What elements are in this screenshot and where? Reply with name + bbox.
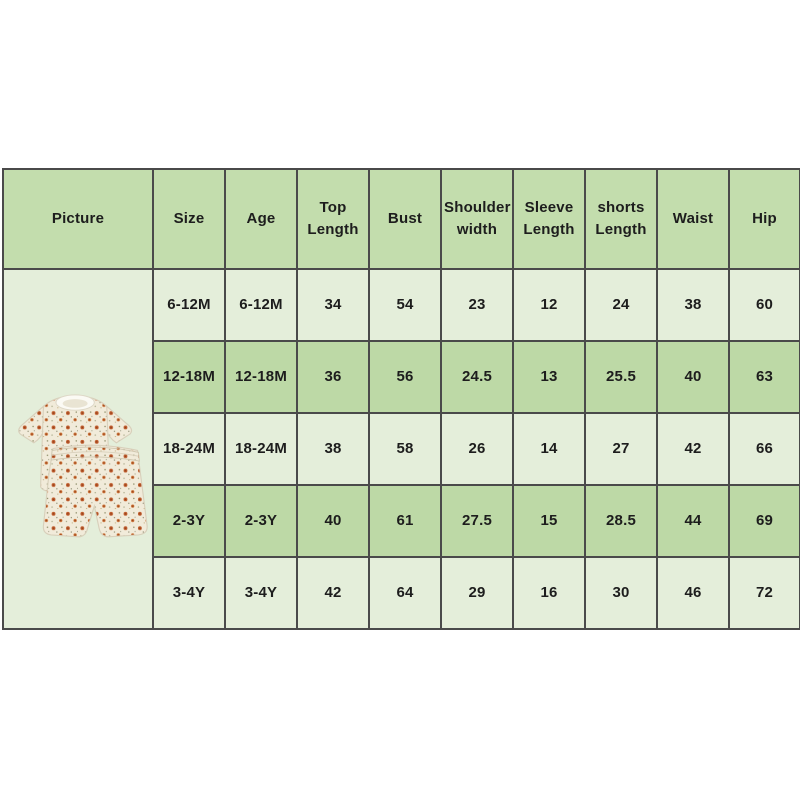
table-row-12-18m: 12-18M 12-18M 36 56 24.5 13 25.5 40 63 bbox=[3, 340, 800, 414]
cell-shorts-length: 27 bbox=[584, 412, 658, 486]
cell-shoulder-width: 23 bbox=[440, 268, 514, 342]
cell-top-length: 36 bbox=[296, 340, 370, 414]
cell-top-length: 38 bbox=[296, 412, 370, 486]
cell-waist: 40 bbox=[656, 340, 730, 414]
cell-shorts-length: 25.5 bbox=[584, 340, 658, 414]
cell-age: 6-12M bbox=[224, 268, 298, 342]
header-hip: Hip bbox=[728, 168, 800, 270]
header-shorts-length: shorts Length bbox=[584, 168, 658, 270]
cell-waist: 46 bbox=[656, 556, 730, 630]
header-top-length: Top Length bbox=[296, 168, 370, 270]
cell-hip: 72 bbox=[728, 556, 800, 630]
header-sleeve-length: Sleeve Length bbox=[512, 168, 586, 270]
cell-top-length: 40 bbox=[296, 484, 370, 558]
cell-sleeve-length: 14 bbox=[512, 412, 586, 486]
cell-hip: 69 bbox=[728, 484, 800, 558]
cell-age: 12-18M bbox=[224, 340, 298, 414]
outfit-illustration bbox=[18, 394, 148, 538]
cell-age: 18-24M bbox=[224, 412, 298, 486]
cell-sleeve-length: 12 bbox=[512, 268, 586, 342]
size-chart-table: Picture Size Age Top Length Bust Shoulde… bbox=[2, 168, 800, 630]
cell-age: 3-4Y bbox=[224, 556, 298, 630]
cell-shorts-length: 28.5 bbox=[584, 484, 658, 558]
cell-shoulder-width: 24.5 bbox=[440, 340, 514, 414]
cell-size: 3-4Y bbox=[152, 556, 226, 630]
cell-shorts-length: 24 bbox=[584, 268, 658, 342]
cell-waist: 38 bbox=[656, 268, 730, 342]
header-bust: Bust bbox=[368, 168, 442, 270]
product-photo bbox=[6, 338, 150, 560]
cell-bust: 58 bbox=[368, 412, 442, 486]
cell-shoulder-width: 26 bbox=[440, 412, 514, 486]
table-row-18-24m: 18-24M 18-24M 38 58 26 14 27 42 66 bbox=[3, 412, 800, 486]
table-row-2-3y: 2-3Y 2-3Y 40 61 27.5 15 28.5 44 69 bbox=[3, 484, 800, 558]
cell-waist: 42 bbox=[656, 412, 730, 486]
cell-bust: 64 bbox=[368, 556, 442, 630]
cell-shorts-length: 30 bbox=[584, 556, 658, 630]
table-row-3-4y: 3-4Y 3-4Y 42 64 29 16 30 46 72 bbox=[3, 556, 800, 630]
cell-sleeve-length: 13 bbox=[512, 340, 586, 414]
product-photo-cell bbox=[2, 268, 154, 630]
cell-bust: 54 bbox=[368, 268, 442, 342]
cell-age: 2-3Y bbox=[224, 484, 298, 558]
cell-bust: 61 bbox=[368, 484, 442, 558]
header-shoulder-width: Shoulder width bbox=[440, 168, 514, 270]
cell-size: 12-18M bbox=[152, 340, 226, 414]
cell-hip: 66 bbox=[728, 412, 800, 486]
cell-size: 6-12M bbox=[152, 268, 226, 342]
cell-sleeve-length: 16 bbox=[512, 556, 586, 630]
shorts-graphic bbox=[42, 444, 148, 538]
header-age: Age bbox=[224, 168, 298, 270]
header-size: Size bbox=[152, 168, 226, 270]
cell-top-length: 42 bbox=[296, 556, 370, 630]
table-row-6-12m: 6-12M 6-12M 34 54 23 12 24 38 60 bbox=[2, 268, 800, 630]
cell-bust: 56 bbox=[368, 340, 442, 414]
cell-hip: 63 bbox=[728, 340, 800, 414]
cell-size: 18-24M bbox=[152, 412, 226, 486]
cell-sleeve-length: 15 bbox=[512, 484, 586, 558]
cell-size: 2-3Y bbox=[152, 484, 226, 558]
header-picture: Picture bbox=[2, 168, 154, 270]
header-waist: Waist bbox=[656, 168, 730, 270]
cell-shoulder-width: 29 bbox=[440, 556, 514, 630]
cell-waist: 44 bbox=[656, 484, 730, 558]
header-row: Picture Size Age Top Length Bust Shoulde… bbox=[2, 168, 800, 270]
cell-top-length: 34 bbox=[296, 268, 370, 342]
cell-hip: 60 bbox=[728, 268, 800, 342]
cell-shoulder-width: 27.5 bbox=[440, 484, 514, 558]
